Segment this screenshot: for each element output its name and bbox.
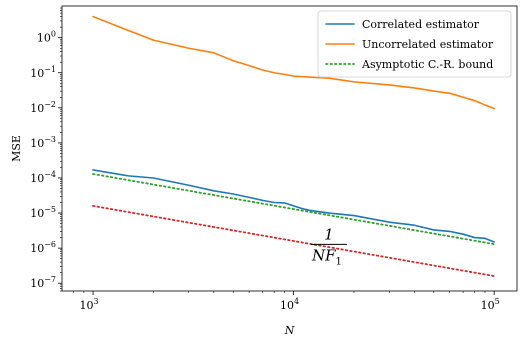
y-tick-base: 10 (30, 207, 44, 220)
x-axis-label: N (284, 324, 295, 337)
uncorrelated-estimator-line (92, 15, 495, 110)
y-tick-exp: −1 (44, 65, 56, 74)
y-tick-base: 10 (37, 32, 51, 45)
annotation-denominator: NF1 (311, 246, 342, 267)
y-axis-label: MSE (10, 135, 23, 162)
y-tick-exp: −2 (44, 100, 56, 109)
asymptotic-c-r-bound-line (92, 173, 496, 246)
legend-label: Correlated estimator (362, 18, 480, 31)
axes-group: 103 104 10510−710−610−510−410−310−210−1100… (10, 5, 518, 337)
x-tick-label: 105 (481, 297, 500, 312)
y-tick-exp: 0 (51, 30, 56, 39)
y-tick-label: 10−5 (30, 205, 56, 220)
legend-label: Uncorrelated estimator (362, 38, 494, 51)
correlated-estimator-line (92, 169, 495, 243)
y-tick-base: 10 (30, 137, 44, 150)
y-tick-label: 100 (37, 30, 56, 45)
x-tick-exp: 5 (495, 297, 500, 306)
x-tick-label: 104 (280, 297, 299, 312)
y-tick-exp: −7 (44, 275, 56, 284)
x-tick-exp: 4 (294, 297, 299, 306)
y-tick-exp: −4 (44, 170, 56, 179)
y-tick-exp: −5 (44, 205, 56, 214)
y-tick-exp: −6 (44, 240, 56, 249)
y-tick-base: 10 (30, 172, 44, 185)
x-tick-base: 10 (280, 299, 294, 312)
annotation-numerator: 1 (324, 225, 334, 243)
legend-label: Asymptotic C.-R. bound (361, 58, 493, 71)
y-tick-label: 10−6 (30, 240, 56, 255)
series-group (92, 15, 496, 277)
y-tick-base: 10 (30, 67, 44, 80)
annotation-denominator-main: NF (311, 246, 336, 264)
y-tick-label: 10−1 (30, 65, 56, 80)
x-tick-base: 10 (481, 299, 495, 312)
y-tick-label: 10−4 (30, 170, 56, 185)
y-tick-base: 10 (30, 102, 44, 115)
legend: Correlated estimator Uncorrelated estimat… (317, 10, 512, 78)
y-tick-base: 10 (30, 242, 44, 255)
y-tick-label: 10−7 (30, 275, 56, 290)
y-tick-label: 10−2 (30, 100, 56, 115)
y-tick-base: 10 (30, 277, 44, 290)
annotation-denominator-sub: 1 (336, 256, 342, 267)
legend-box (317, 10, 512, 78)
x-tick-base: 10 (80, 299, 94, 312)
y-tick-exp: −3 (44, 135, 56, 144)
y-tick-label: 10−3 (30, 135, 56, 150)
x-tick-label: 103 (80, 297, 99, 312)
reference-line (92, 205, 496, 277)
x-tick-exp: 3 (94, 297, 99, 306)
